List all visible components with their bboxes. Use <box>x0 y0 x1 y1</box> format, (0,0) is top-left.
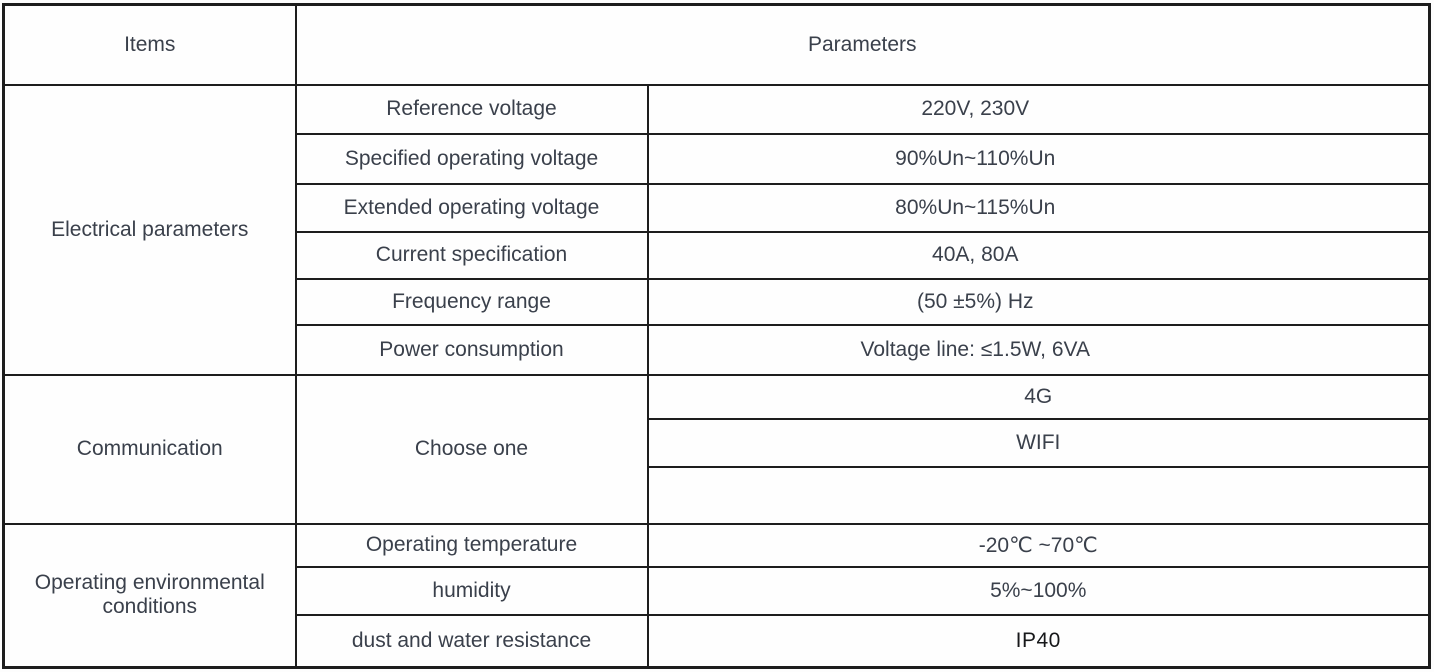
items-header-cell: Items <box>2 3 297 86</box>
group-cell-operating-environmental-conditions: Operating environmental conditions <box>2 522 297 669</box>
param-value: -20℃ ~70℃ <box>646 522 1431 568</box>
param-value: (50 ±5%) Hz <box>646 277 1431 326</box>
group-cell-communication: Communication <box>2 373 297 525</box>
param-label: Current specification <box>294 230 649 280</box>
param-label: Reference voltage <box>294 83 649 135</box>
table-row: Operating environmental conditions Opera… <box>2 522 1431 669</box>
param-label: Operating temperature <box>294 522 649 568</box>
param-value: 5%~100% <box>646 565 1431 616</box>
table-row: Communication Choose one 4G <box>2 373 1431 525</box>
param-value-ip-rating: IP40 <box>646 613 1431 669</box>
param-value: 80%Un~115%Un <box>646 182 1431 233</box>
table-header-row: Items Parameters <box>2 3 1431 86</box>
table-row: Frequency range (50 ±5%) Hz <box>4 277 1431 326</box>
param-label: Frequency range <box>294 277 649 326</box>
param-value: 40A, 80A <box>646 230 1431 280</box>
parameters-table: Items Parameters Electrical parameters R… <box>2 3 1431 669</box>
param-label: dust and water resistance <box>294 613 649 669</box>
table-row: Extended operating voltage 80%Un~115%Un <box>4 182 1431 233</box>
param-value-empty <box>646 465 1431 525</box>
table-row: Current specification 40A, 80A <box>4 230 1431 280</box>
param-label: humidity <box>294 565 649 616</box>
table-row: humidity 5%~100% <box>4 565 1431 616</box>
param-label: Specified operating voltage <box>294 132 649 185</box>
param-label: Power consumption <box>294 323 649 376</box>
table-row <box>4 465 1431 525</box>
param-value: WIFI <box>646 417 1431 468</box>
table-row: Power consumption Voltage line: ≤1.5W, 6… <box>4 323 1431 376</box>
group-cell-electrical-parameters: Electrical parameters <box>2 83 297 376</box>
subgroup-cell-choose-one: Choose one <box>294 373 649 525</box>
param-label: Extended operating voltage <box>294 182 649 233</box>
param-value: 220V, 230V <box>646 83 1431 135</box>
param-value: Voltage line: ≤1.5W, 6VA <box>646 323 1431 376</box>
param-value: 90%Un~110%Un <box>646 132 1431 185</box>
table-row: Specified operating voltage 90%Un~110%Un <box>4 132 1431 185</box>
table-row: dust and water resistance IP40 <box>4 613 1431 669</box>
parameters-header-cell: Parameters <box>294 3 1431 86</box>
table-row: WIFI <box>4 417 1431 468</box>
param-value: 4G <box>646 373 1431 420</box>
table-row: Electrical parameters Reference voltage … <box>2 83 1431 376</box>
